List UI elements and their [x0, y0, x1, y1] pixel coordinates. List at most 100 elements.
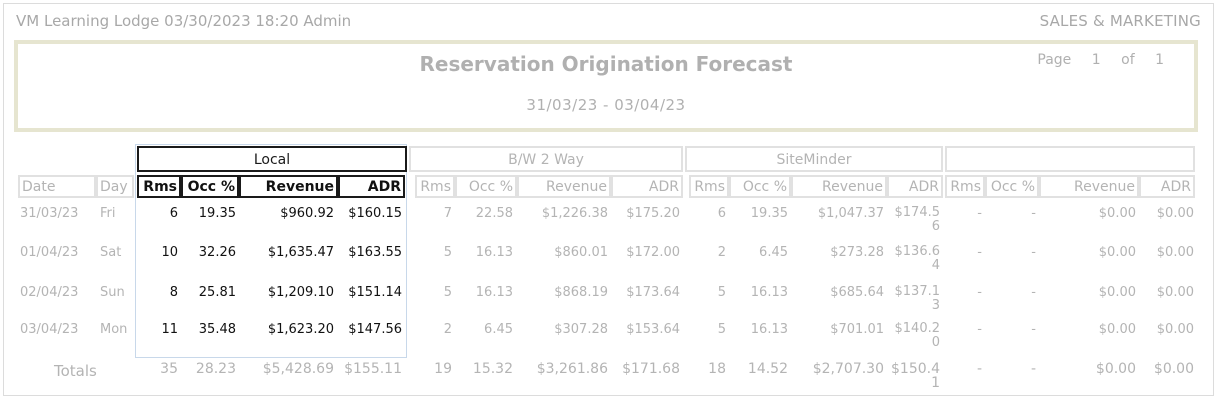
group-header-2: B/W 2 Way: [409, 146, 683, 172]
row-date: 31/03/23: [20, 206, 79, 221]
row-value: $0.00: [1156, 245, 1194, 260]
row-value: -: [977, 245, 982, 260]
totals-value: $0.00: [1153, 361, 1194, 377]
row-value: 5: [443, 245, 452, 260]
row-value: $960.92: [280, 206, 334, 221]
column-header-rms-15: Rms: [945, 175, 985, 198]
row-value: 16.13: [475, 245, 513, 260]
row-value: $0.00: [1098, 245, 1136, 260]
page-total: 1: [1155, 52, 1164, 68]
row-value: 7: [443, 206, 452, 221]
column-header-revenue-5: Revenue: [239, 175, 338, 198]
row-value: $140.20: [894, 321, 941, 350]
row-value: $307.28: [554, 322, 608, 337]
row-value: -: [1031, 322, 1036, 337]
row-value: -: [1031, 245, 1036, 260]
column-header-adr-14: ADR: [887, 175, 943, 198]
column-header-adr-6: ADR: [338, 175, 405, 198]
row-day: Sat: [100, 245, 122, 260]
row-value: 5: [717, 322, 726, 337]
row-value: $0.00: [1098, 322, 1136, 337]
row-value: 16.13: [475, 285, 513, 300]
page-number: 1: [1091, 52, 1101, 68]
row-value: $273.28: [830, 245, 884, 260]
row-value: 8: [169, 285, 178, 300]
totals-value: $0.00: [1095, 361, 1136, 377]
column-header-revenue-17: Revenue: [1039, 175, 1139, 198]
totals-value: 18: [708, 361, 726, 377]
property-user-info: VM Learning Lodge 03/30/2023 18:20 Admin: [16, 12, 352, 30]
row-value: 6: [717, 206, 726, 221]
row-value: $147.56: [348, 322, 402, 337]
totals-value: $5,428.69: [262, 361, 334, 377]
row-day: Sun: [100, 285, 125, 300]
totals-value: -: [976, 361, 982, 377]
totals-value: 35: [160, 361, 178, 377]
report-title-box: Reservation Origination Forecast 31/03/2…: [14, 40, 1198, 132]
report-title: Reservation Origination Forecast: [419, 52, 793, 76]
totals-value: -: [1030, 361, 1036, 377]
group-header-1: Local: [137, 146, 407, 172]
totals-value: $155.11: [344, 361, 402, 377]
row-value: $868.19: [554, 285, 608, 300]
row-value: $0.00: [1156, 322, 1194, 337]
row-value: $1,623.20: [267, 322, 334, 337]
row-value: 6.45: [759, 245, 788, 260]
row-value: $174.56: [894, 205, 941, 234]
row-value: -: [1031, 285, 1036, 300]
row-value: $685.64: [830, 285, 884, 300]
column-header-day-2: Day: [96, 175, 134, 198]
row-value: 5: [717, 285, 726, 300]
row-value: $0.00: [1098, 285, 1136, 300]
totals-value: 14.52: [747, 361, 788, 377]
column-header-occ-16: Occ %: [985, 175, 1039, 198]
row-value: 5: [443, 285, 452, 300]
totals-value: $3,261.86: [536, 361, 608, 377]
row-value: $0.00: [1098, 206, 1136, 221]
row-value: 19.35: [750, 206, 788, 221]
totals-value: $171.68: [622, 361, 680, 377]
column-header-adr-10: ADR: [611, 175, 683, 198]
report-date-range: 31/03/23 - 03/04/23: [526, 96, 686, 114]
row-value: 10: [161, 245, 178, 260]
row-value: $137.13: [894, 284, 941, 313]
row-value: -: [1031, 206, 1036, 221]
totals-value: 15.32: [472, 361, 513, 377]
row-day: Fri: [100, 206, 116, 221]
row-value: 19.35: [198, 206, 236, 221]
local-column-panel: [135, 144, 407, 358]
row-value: $701.01: [830, 322, 884, 337]
totals-value: $2,707.30: [812, 361, 884, 377]
column-header-revenue-9: Revenue: [517, 175, 611, 198]
row-value: $1,226.38: [541, 206, 608, 221]
row-value: $172.00: [626, 245, 680, 260]
column-header-adr-18: ADR: [1139, 175, 1195, 198]
row-date: 03/04/23: [20, 322, 79, 337]
row-value: $860.01: [554, 245, 608, 260]
row-value: $153.64: [626, 322, 680, 337]
totals-value: $150.41: [891, 361, 940, 391]
row-value: $163.55: [348, 245, 402, 260]
department-label: SALES & MARKETING: [1039, 12, 1201, 30]
row-value: -: [977, 285, 982, 300]
row-value: 22.58: [475, 206, 513, 221]
row-value: 16.13: [750, 285, 788, 300]
row-value: $175.20: [626, 206, 680, 221]
row-value: -: [977, 322, 982, 337]
of-label: of: [1121, 52, 1135, 68]
group-header-4: [945, 146, 1195, 172]
column-header-rms-3: Rms: [137, 175, 181, 198]
row-value: 11: [161, 322, 178, 337]
column-header-occ-12: Occ %: [729, 175, 791, 198]
row-value: 6.45: [484, 322, 513, 337]
row-day: Mon: [100, 322, 128, 337]
row-value: 32.26: [198, 245, 236, 260]
row-value: $136.64: [894, 244, 941, 273]
row-value: 25.81: [198, 285, 236, 300]
column-header-revenue-13: Revenue: [791, 175, 887, 198]
row-date: 01/04/23: [20, 245, 79, 260]
row-value: $0.00: [1156, 206, 1194, 221]
row-date: 02/04/23: [20, 285, 79, 300]
row-value: $173.64: [626, 285, 680, 300]
